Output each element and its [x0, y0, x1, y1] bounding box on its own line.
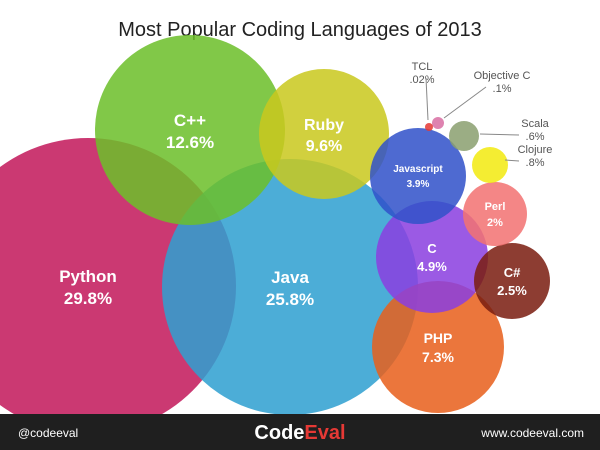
bubble-c	[376, 201, 488, 313]
bubble-name-clojure: Clojure	[518, 144, 553, 156]
footer-brand-logo: CodeEval	[254, 422, 345, 444]
bubble-c-	[95, 35, 285, 225]
bubble-value-clojure: .8%	[526, 157, 545, 169]
footer-bar	[0, 414, 600, 450]
footer-url[interactable]: www.codeeval.com	[480, 426, 584, 440]
bubble-value-c-: 12.6%	[166, 133, 214, 152]
bubble-value-java: 25.8%	[266, 290, 314, 309]
bubble-value-scala: .6%	[526, 131, 545, 143]
bubble-tcl	[425, 123, 433, 131]
bubble-value-c-: 2.5%	[497, 283, 527, 298]
bubble-javascript	[370, 128, 466, 224]
footer-brand-part2: Eval	[304, 422, 345, 444]
bubble-value-php: 7.3%	[422, 349, 454, 365]
bubble-value-javascript: 3.9%	[407, 179, 430, 190]
bubble-name-objective-c: Objective C	[474, 70, 531, 82]
bubble-scala	[449, 121, 479, 151]
bubble-name-c-: C#	[504, 265, 521, 280]
leader-line-clojure	[504, 159, 520, 162]
bubble-name-java: Java	[271, 268, 309, 287]
bubble-name-c: C	[427, 241, 437, 256]
bubble-name-python: Python	[59, 267, 117, 286]
bubble-value-c: 4.9%	[417, 259, 447, 274]
bubble-name-javascript: Javascript	[393, 164, 443, 175]
footer-handle[interactable]: @codeeval	[18, 426, 78, 440]
bubble-value-objective-c: .1%	[493, 83, 512, 95]
leader-line-tcl	[425, 77, 429, 121]
bubble-name-tcl: TCL	[412, 61, 433, 73]
chart-title: Most Popular Coding Languages of 2013	[118, 19, 482, 41]
leader-line-layer	[425, 77, 520, 162]
bubble-label-layer: Python 29.8% Java 25.8% C++ 12.6% Ruby 9.6% PHP 7…	[59, 61, 552, 365]
bubble-value-tcl: .02%	[409, 74, 434, 86]
leader-line-scala	[479, 133, 520, 136]
bubble-c-	[474, 243, 550, 319]
bubble-name-perl: Perl	[485, 201, 506, 213]
bubble-name-c-: C++	[174, 111, 206, 130]
bubble-value-perl: 2%	[487, 217, 503, 229]
bubble-name-scala: Scala	[521, 118, 549, 130]
bubble-java	[162, 159, 418, 415]
bubble-name-php: PHP	[424, 330, 453, 346]
bubble-clojure	[472, 147, 508, 183]
bubble-layer	[0, 35, 550, 434]
bubble-value-python: 29.8%	[64, 289, 112, 308]
bubble-perl	[463, 182, 527, 246]
bubble-objective-c	[432, 117, 444, 129]
bubble-php	[372, 281, 504, 413]
bubble-name-ruby: Ruby	[304, 117, 344, 134]
bubble-ruby	[259, 69, 389, 199]
leader-line-objective-c	[443, 86, 487, 119]
footer-brand-part1: Code	[254, 422, 304, 444]
bubble-value-ruby: 9.6%	[306, 138, 342, 155]
